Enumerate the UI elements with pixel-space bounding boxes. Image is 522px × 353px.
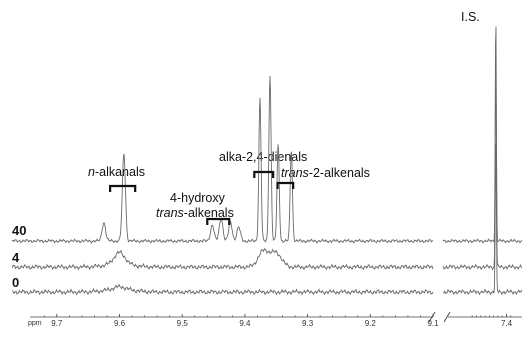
- bracket-hydroxy-alkenals: [206, 217, 231, 225]
- trace-label-40: 40: [12, 223, 26, 238]
- trace-0-segment-1: [442, 144, 522, 296]
- trace-label-4: 4: [12, 250, 20, 265]
- trace-40-segment-0: [11, 75, 434, 244]
- label-trans-2-alkenals: trans-2-alkenals: [281, 166, 370, 180]
- axis-break-mark-right: [443, 311, 451, 323]
- x-tick-label-9.6: 9.6: [114, 319, 126, 328]
- bracket-trans-2-alkenals: [276, 181, 295, 189]
- x-axis-group: 9.7 9.6 9.5 9.4 9.3 9.2 9.1 7.4: [30, 311, 522, 328]
- trace-0-segment-0: [12, 284, 434, 296]
- trace-label-0: 0: [12, 275, 19, 290]
- label-alka-dienals: alka-2,4-dienals: [219, 150, 307, 164]
- x-tick-label-9.5: 9.5: [177, 319, 189, 328]
- bracket-n-alkanals: [109, 184, 137, 192]
- label-internal-standard: I.S.: [461, 10, 480, 24]
- x-tick-label-9.2: 9.2: [365, 319, 377, 328]
- x-tick-label-9.3: 9.3: [302, 319, 314, 328]
- x-tick-label-9.1: 9.1: [427, 319, 439, 328]
- label-n-alkanals: n-alkanals: [88, 165, 145, 179]
- x-tick-label-9.4: 9.4: [239, 319, 251, 328]
- x-tick-label-7.4: 7.4: [501, 319, 513, 328]
- bracket-alka-dienals: [253, 170, 275, 178]
- traces-group: [11, 26, 522, 296]
- x-tick-label-9.7: 9.7: [51, 319, 63, 328]
- trace-40-segment-1: [442, 26, 522, 244]
- x-axis-unit: ppm: [28, 320, 42, 327]
- label-hydroxy-line2: trans-alkenals: [156, 206, 234, 220]
- trace-4-segment-1: [442, 64, 522, 271]
- brackets-group: [109, 170, 295, 225]
- label-hydroxy-line1: 4-hydroxy: [170, 191, 226, 205]
- trace-4-segment-0: [11, 247, 434, 271]
- axis-break-mark-left: [428, 311, 436, 323]
